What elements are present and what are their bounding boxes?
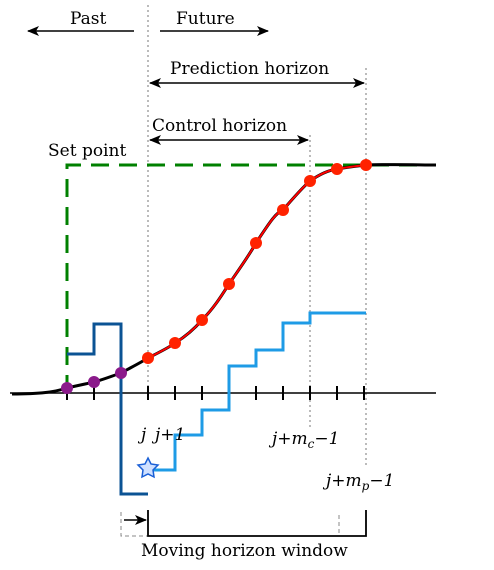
future-label: Future xyxy=(176,9,235,29)
setpoint-line xyxy=(65,163,436,393)
tick-label-j-plus-1: j+1 xyxy=(151,425,185,445)
output-trajectory xyxy=(11,163,437,396)
tick-label-control-horizon: j+mc−1 xyxy=(268,429,339,451)
predicted-output-point xyxy=(277,204,289,216)
predicted-output-point xyxy=(331,163,343,175)
tick-label-prediction-horizon: j+mp−1 xyxy=(322,471,394,493)
moving-horizon-window-label: Moving horizon window xyxy=(141,541,348,561)
moving-window-prev-bracket xyxy=(120,512,340,537)
predicted-output-point xyxy=(196,314,208,326)
predicted-output-point xyxy=(304,175,316,187)
predicted-output-point xyxy=(169,337,181,349)
moving-window-bracket xyxy=(147,510,367,537)
past-output-point xyxy=(88,376,100,388)
tick-label-j: j xyxy=(137,425,147,445)
past-input-signal xyxy=(67,322,148,496)
past-label: Past xyxy=(70,9,107,29)
future-input-signal xyxy=(148,311,366,472)
predicted-output-point xyxy=(360,159,372,171)
past-output-point xyxy=(61,382,73,394)
predicted-output-samples xyxy=(142,159,372,364)
set-point-label: Set point xyxy=(48,141,126,161)
past-output-point xyxy=(115,367,127,379)
predicted-output-point xyxy=(142,352,154,364)
star-icon xyxy=(136,456,160,479)
predicted-output-point xyxy=(250,237,262,249)
predicted-output-point xyxy=(223,278,235,290)
prediction-horizon-label: Prediction horizon xyxy=(170,59,329,79)
control-horizon-label: Control horizon xyxy=(152,116,287,136)
predicted-output-curve xyxy=(147,164,367,359)
past-output-samples xyxy=(61,367,127,394)
